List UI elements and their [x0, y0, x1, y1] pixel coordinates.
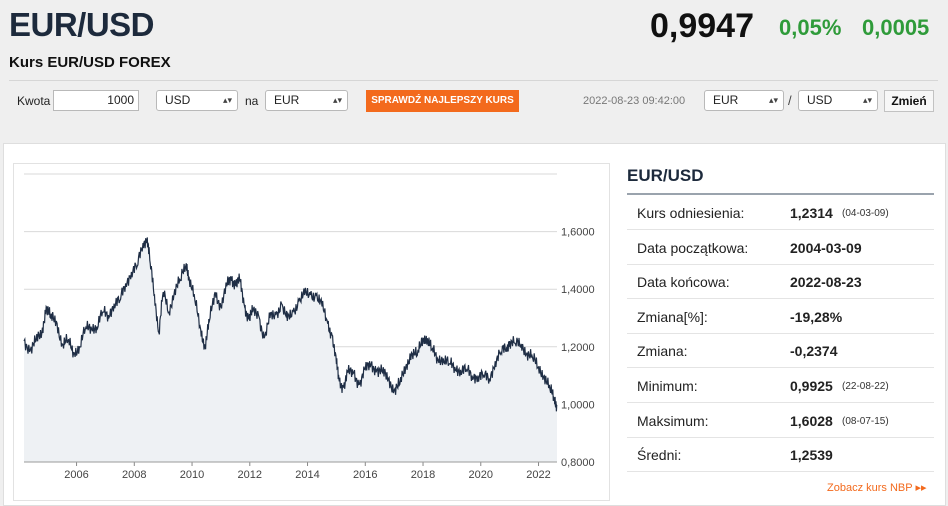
info-row-value: -0,2374	[790, 343, 838, 360]
x-tick-label: 2022	[526, 469, 550, 481]
best-rate-button[interactable]: SPRAWDŹ NAJLEPSZY KURS	[366, 90, 519, 112]
rate-chart: 0,8000 1,0000 1,2000 1,4000 1,6000 2006 2008 20…	[13, 163, 610, 501]
y-tick-label: 1,4000	[561, 284, 595, 296]
info-row-date: (22-08-22)	[842, 381, 889, 392]
select-arrows-icon: ▴▾	[768, 95, 778, 105]
chart-svg: 0,8000 1,0000 1,2000 1,4000 1,6000 2006 2008 20…	[23, 173, 595, 481]
select-arrows-icon: ▴▾	[222, 95, 232, 105]
series-area	[24, 237, 557, 462]
pair-title: EUR/USD	[9, 6, 155, 43]
y-tick-label: 1,0000	[561, 399, 595, 411]
info-row-label: Data końcowa:	[637, 274, 730, 291]
pair-quote-select[interactable]: USD ▴▾	[798, 90, 878, 111]
x-tick-label: 2018	[411, 469, 435, 481]
info-row-value: 1,2314	[790, 205, 833, 221]
x-tick-label: 2010	[180, 469, 204, 481]
page-subtitle: Kurs EUR/USD FOREX	[9, 54, 171, 71]
info-row-date: (08-07-15)	[842, 415, 889, 427]
select-arrows-icon: ▴▾	[332, 95, 342, 105]
change-percent: 0,05%	[779, 15, 842, 40]
info-row: Zmiana[%]: -19,28%	[627, 300, 934, 334]
info-row-value: 1,2539	[790, 447, 833, 464]
info-title: EUR/USD	[627, 166, 704, 185]
header-divider	[9, 80, 938, 81]
to-currency-value: EUR	[274, 93, 300, 107]
info-row-value: 2022-08-23	[790, 274, 862, 291]
info-row: Minimum: 0,9925 (22-08-22)	[627, 369, 934, 403]
select-arrows-icon: ▴▾	[862, 95, 872, 105]
info-row: Zmiana: -0,2374	[627, 334, 934, 369]
info-row-label: Średni:	[637, 447, 682, 464]
x-tick-label: 2006	[64, 469, 88, 481]
nbp-rate-link[interactable]: Zobacz kurs NBP ▸▸	[827, 482, 927, 494]
y-tick-label: 0,8000	[561, 457, 595, 469]
info-row-value: -19,28%	[790, 308, 843, 325]
pair-base-select[interactable]: EUR ▴▾	[704, 90, 784, 111]
current-rate: 0,9947	[650, 7, 754, 45]
x-tick-label: 2012	[238, 469, 262, 481]
y-tick-label: 1,2000	[561, 342, 595, 354]
to-currency-select[interactable]: EUR ▴▾	[265, 90, 348, 111]
info-row: Maksimum: 1,6028 (08-07-15)	[627, 404, 934, 438]
change-pair-button[interactable]: Zmień	[884, 90, 934, 112]
info-row: Data końcowa: 2022-08-23	[627, 265, 934, 300]
info-row-label: Zmiana[%]:	[637, 308, 708, 325]
info-row: Data początkowa: 2004-03-09	[627, 231, 934, 265]
info-row-label: Maksimum:	[637, 412, 709, 429]
info-row-value: 0,9925	[790, 378, 833, 394]
amount-label: Kwota	[17, 94, 51, 108]
pair-separator: /	[788, 93, 792, 108]
x-tick-label: 2008	[122, 469, 146, 481]
info-row-label: Data początkowa:	[637, 239, 749, 256]
info-row-value: 2004-03-09	[790, 239, 862, 256]
info-row-label: Minimum:	[637, 378, 698, 394]
x-tick-label: 2020	[469, 469, 493, 481]
pair-base-value: EUR	[713, 93, 739, 107]
x-tick-label: 2014	[295, 469, 319, 481]
pair-quote-value: USD	[807, 93, 833, 107]
info-row-value: 1,6028	[790, 412, 833, 429]
change-absolute: 0,0005	[862, 15, 930, 40]
amount-input[interactable]: 1000	[53, 90, 139, 111]
info-row: Średni: 1,2539	[627, 438, 934, 473]
to-label: na	[245, 94, 259, 108]
series-line	[23, 237, 558, 412]
from-currency-select[interactable]: USD ▴▾	[156, 90, 238, 111]
info-row: Kurs odniesienia: 1,2314 (04-03-09)	[627, 196, 934, 230]
from-currency-value: USD	[165, 93, 191, 107]
quote-timestamp: 2022-08-23 09:42:00	[583, 95, 686, 107]
info-row-label: Zmiana:	[637, 343, 688, 360]
y-tick-label: 1,6000	[561, 227, 595, 239]
quote-header: EUR/USD Kurs EUR/USD FOREX 0,9947 0,05% …	[0, 0, 948, 122]
info-divider	[627, 193, 934, 195]
x-tick-label: 2016	[353, 469, 377, 481]
info-row-label: Kurs odniesienia:	[637, 205, 745, 221]
info-row-date: (04-03-09)	[842, 208, 889, 219]
